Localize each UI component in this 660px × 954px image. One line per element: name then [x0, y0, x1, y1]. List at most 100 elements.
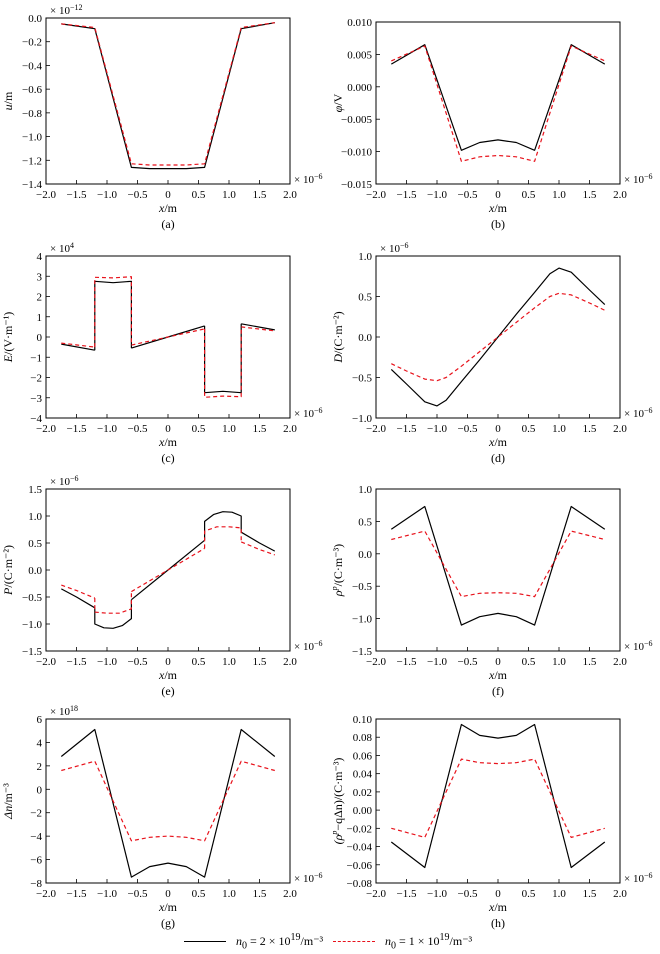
x-axis-label: x/m — [158, 668, 178, 682]
y-tick-label: 0.08 — [353, 732, 373, 744]
panel-e: −2.0 −1.5 −1.0 −0.5 0 0.5 1.0 1.5 2.01.51.00.50.… — [1, 474, 322, 698]
panel-h: −2.0 −1.5 −1.0 −0.5 0 0.5 1.0 1.5 2.0 0.10 0.08 0.0… — [330, 714, 652, 930]
series-line-solid — [241, 323, 275, 331]
x-tick-label: 0 — [495, 189, 501, 201]
x-tick-label: 2.0 — [613, 189, 627, 201]
x-tick-label: −0.5 — [128, 189, 148, 201]
y-tick-label: 3 — [37, 271, 43, 283]
panel-g: −2.0 −1.5 −1.0 −0.5 0 0.5 1.0 1.5 2.0 6 4 2 0 −2 −4 −6 −… — [1, 704, 322, 930]
x-tick-label: −1.5 — [67, 888, 87, 900]
series-line-dashed — [391, 530, 605, 598]
y-tick-label: −2 — [30, 808, 42, 820]
series-line-solid — [204, 323, 242, 394]
series-line-solid — [61, 588, 96, 609]
x-tick-label: 2.0 — [613, 656, 627, 668]
x-tick-label: −2.0 — [366, 656, 386, 668]
panel-caption: (d) — [491, 451, 505, 465]
y-tick-label: −0.5 — [22, 592, 42, 604]
y-tick-label: 6 — [37, 714, 43, 726]
panel-a: −2.0 −1.5 −1.0 −0.5 0 0.5 1.0 1.5 2.0 0.0 −0.2 −0.4… — [1, 3, 322, 231]
y-tick-label: 0.10 — [353, 714, 373, 726]
x-tick-label: 1.0 — [222, 189, 236, 201]
y-axis-label: E/(V·m⁻¹) — [1, 312, 15, 364]
panel-caption: (a) — [161, 217, 174, 231]
x-tick-label: −1.0 — [427, 888, 447, 900]
series-line-solid — [94, 280, 132, 351]
x-tick-label: −1.5 — [67, 423, 87, 435]
series-line-solid — [204, 511, 242, 541]
x-tick-label: 0 — [495, 423, 501, 435]
plot-frame — [45, 17, 291, 185]
y-exponent: × 10−6 — [50, 474, 78, 488]
y-tick-label: −4 — [30, 413, 42, 425]
x-tick-label: −0.5 — [128, 888, 148, 900]
x-tick-label: 0 — [165, 423, 171, 435]
x-tick-label: −1.0 — [427, 189, 447, 201]
panel-caption: (g) — [161, 916, 175, 930]
series-line-solid — [390, 267, 606, 407]
x-axis-label: x/m — [488, 201, 508, 215]
x-tick-label: −0.5 — [128, 656, 148, 668]
y-tick-label: −1.0 — [352, 614, 372, 626]
y-tick-label: −1.0 — [22, 619, 42, 631]
y-tick-label: 0.0 — [28, 565, 42, 577]
panel-caption: (c) — [161, 451, 174, 465]
y-tick-label: −1.5 — [352, 646, 372, 658]
x-tick-label: −1.5 — [67, 189, 87, 201]
x-tick-label: 0 — [495, 888, 501, 900]
panel-caption: (f) — [492, 684, 504, 698]
y-tick-label: 1.0 — [28, 511, 42, 523]
x-tick-label: 2.0 — [613, 888, 627, 900]
x-tick-label: 1.5 — [253, 423, 267, 435]
plot-frame — [45, 718, 291, 884]
x-tick-label: −0.5 — [128, 423, 148, 435]
y-tick-label: −0.4 — [22, 60, 42, 72]
legend-item-solid: n0 = 2 × 1019/m⁻³ — [184, 932, 323, 951]
x-tick-label: −1.5 — [397, 888, 417, 900]
y-tick-label: −0.2 — [22, 37, 42, 49]
series-line-dashed — [131, 547, 205, 593]
series-line-solid — [390, 44, 606, 151]
y-tick-label: −1.0 — [352, 413, 372, 425]
y-tick-label: −0.08 — [347, 878, 373, 890]
x-tick-label: −0.5 — [458, 189, 478, 201]
series-line-solid — [390, 505, 606, 626]
x-tick-label: 1.0 — [222, 423, 236, 435]
x-tick-label: −1.5 — [397, 656, 417, 668]
y-tick-label: −1.2 — [22, 155, 42, 167]
legend-swatch-dashed — [333, 941, 375, 943]
legend: n0 = 2 × 1019/m⁻³ n0 = 1 × 1019/m⁻³ — [0, 932, 660, 952]
y-tick-label: 0.0 — [28, 13, 42, 25]
x-tick-label: −1.5 — [397, 423, 417, 435]
x-tick-label: 0.5 — [192, 189, 206, 201]
y-tick-label: 0.5 — [358, 292, 372, 304]
series-line-dashed — [204, 526, 242, 549]
x-exponent: × 10−6 — [624, 406, 652, 420]
y-tick-label: 0.5 — [358, 516, 372, 528]
y-tick-label: 2 — [37, 761, 43, 773]
series-line-dashed — [240, 541, 275, 556]
x-tick-label: 1.5 — [253, 888, 267, 900]
x-tick-label: −1.5 — [397, 189, 417, 201]
y-axis-label: u/m — [1, 91, 15, 110]
series-line-dashed — [241, 326, 275, 332]
legend-swatch-solid — [184, 941, 226, 943]
x-tick-label: −1.0 — [97, 423, 117, 435]
x-tick-label: 0.5 — [522, 656, 536, 668]
plot-frame — [375, 21, 621, 185]
x-tick-label: 1.5 — [253, 189, 267, 201]
series-line-solid — [61, 22, 275, 170]
y-tick-label: 1.0 — [358, 251, 372, 263]
x-tick-label: 1.0 — [222, 656, 236, 668]
plot-frame — [375, 488, 621, 652]
y-tick-label: −0.04 — [347, 842, 373, 854]
x-tick-label: 0.5 — [522, 189, 536, 201]
x-tick-label: 0.5 — [522, 423, 536, 435]
y-tick-label: −0.5 — [352, 581, 372, 593]
x-tick-label: 1.5 — [583, 888, 597, 900]
y-axis-label: ρp/(C·m⁻³) — [330, 544, 345, 597]
x-tick-label: −1.0 — [427, 423, 447, 435]
y-tick-label: 0.0 — [358, 332, 372, 344]
series-line-dashed — [94, 591, 132, 614]
